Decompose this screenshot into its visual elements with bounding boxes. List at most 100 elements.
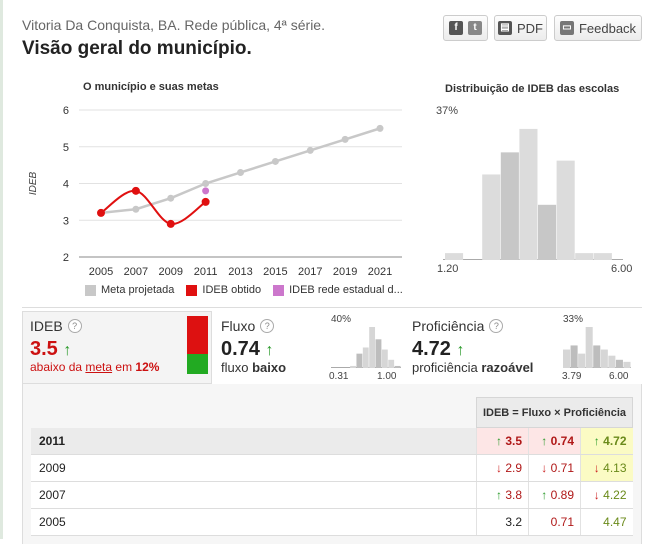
histogram-bar — [623, 361, 631, 368]
help-icon[interactable]: ? — [489, 319, 504, 333]
trend-arrow-icon: ↑ — [541, 488, 548, 502]
ideb-value: 3.5 ↑ — [30, 338, 71, 361]
data-point-ideb-obtido — [97, 208, 105, 217]
histogram-bar — [578, 353, 586, 368]
data-point-ideb-obtido — [131, 186, 140, 195]
fluxo-desc-bold: baixo — [252, 360, 287, 375]
histogram-bar — [394, 365, 401, 368]
proficiencia-desc-pre: proficiência — [412, 360, 482, 375]
status-bar-bottom — [187, 354, 208, 374]
legend-swatch-ideb — [186, 284, 198, 296]
proficiencia-hist-maxx-label: 6.00 — [609, 371, 629, 382]
trend-arrow-icon: ↑ — [593, 434, 600, 448]
x-tick-label: 2011 — [194, 266, 218, 278]
histogram-bar — [388, 359, 395, 368]
line-chart-legend: Meta projetada IDEB obtido IDEB rede est… — [85, 284, 403, 296]
fluxo-value: 0.71 — [550, 515, 574, 529]
table-header-spacer — [31, 398, 477, 428]
legend-label-ideb: IDEB obtido — [202, 284, 262, 296]
social-share-button[interactable]: f t — [443, 15, 488, 41]
proficiencia-value: 4.47 — [603, 515, 627, 529]
table-header-formula: IDEB = Fluxo × Proficiência — [476, 397, 633, 428]
section-divider — [22, 307, 642, 308]
ideb-value: 3.8 — [505, 488, 522, 502]
page-subtitle: Vitoria Da Conquista, BA. Rede pública, … — [22, 17, 325, 33]
proficiencia-histogram — [563, 327, 631, 368]
proficiencia-desc-bold: razoável — [481, 360, 534, 375]
ideb-value: 3.5 — [505, 434, 522, 448]
x-tick-label: 2007 — [124, 266, 148, 278]
fluxo-hist-min-label: 0.31 — [329, 371, 349, 382]
ideb-arrow-up-icon: ↑ — [63, 342, 72, 359]
fluxo-arrow-up-icon: ↑ — [265, 342, 274, 359]
pdf-button[interactable]: ▤ PDF — [494, 15, 547, 41]
histogram-bar — [362, 347, 369, 368]
trend-arrow-icon: ↓ — [593, 488, 600, 502]
histogram-bar — [608, 355, 616, 368]
histogram-bar — [556, 160, 575, 260]
table-cell-proficiencia: ↑ 4.72 — [580, 427, 633, 455]
distribution-max-x-label: 6.00 — [611, 263, 633, 275]
x-tick-label: 2015 — [263, 266, 287, 278]
distribution-max-label: 37% — [436, 105, 459, 117]
fluxo-label: Fluxo ? — [221, 318, 275, 334]
y-tick-label: 5 — [63, 142, 69, 154]
feedback-button-label: Feedback — [578, 20, 637, 36]
speech-bubble-icon: ▭ — [559, 21, 574, 35]
feedback-button[interactable]: ▭ Feedback — [554, 15, 642, 41]
data-point-ideb-obtido — [201, 197, 210, 206]
data-point-meta — [167, 194, 175, 202]
history-table: IDEB = Fluxo × Proficiência 2011 ↑ 3.5 ↑… — [31, 397, 633, 536]
fluxo-value: 0.74 — [550, 434, 574, 448]
table-cell-ideb: 3.2 — [476, 508, 529, 536]
histogram-bar — [570, 345, 578, 368]
data-point-ideb-obtido — [166, 219, 175, 228]
data-point-meta — [271, 157, 279, 165]
status-bar-top — [187, 316, 208, 335]
x-tick-label: 2009 — [159, 266, 183, 278]
fluxo-histogram — [331, 327, 401, 368]
histogram-bar — [356, 353, 363, 368]
distribution-min-x-label: 1.20 — [437, 263, 459, 275]
pdf-icon: ▤ — [498, 21, 512, 35]
fluxo-hist-maxx-label: 1.00 — [377, 371, 397, 382]
data-point-meta — [237, 168, 244, 176]
proficiencia-value: 4.72 ↑ — [412, 338, 465, 361]
proficiencia-label: Proficiência ? — [412, 318, 504, 334]
table-row[interactable]: 2009 ↓ 2.9 ↓ 0.71 ↓ 4.13 — [31, 454, 633, 482]
table-row[interactable]: 2007 ↑ 3.8 ↑ 0.89 ↓ 4.22 — [31, 481, 633, 509]
table-cell-year: 2011 — [31, 427, 477, 455]
proficiencia-label-text: Proficiência — [412, 318, 485, 334]
legend-item-ideb[interactable]: IDEB obtido — [186, 284, 261, 296]
legend-label-meta: Meta projetada — [101, 284, 175, 296]
trend-arrow-icon: ↓ — [541, 461, 548, 475]
histogram-bar — [482, 174, 501, 260]
legend-item-rede[interactable]: IDEB rede estadual d... — [273, 284, 403, 296]
histogram-bar — [563, 349, 571, 368]
proficiencia-value: 4.13 — [603, 461, 627, 475]
table-row[interactable]: 2005 3.2 0.71 4.47 — [31, 508, 633, 536]
ideb-label: IDEB ? — [30, 318, 82, 334]
meta-link[interactable]: meta — [85, 360, 113, 374]
table-cell-ideb: ↓ 2.9 — [476, 454, 529, 482]
table-cell-fluxo: ↓ 0.71 — [528, 454, 581, 482]
histogram-bar — [350, 365, 356, 368]
ideb-metric-panel — [22, 311, 212, 384]
twitter-icon: t — [468, 21, 482, 35]
histogram-bar — [375, 339, 382, 368]
data-point-rede-estadual — [202, 187, 210, 195]
y-tick-label: 4 — [63, 179, 69, 191]
x-tick-label: 2013 — [228, 266, 252, 278]
data-point-meta — [376, 124, 384, 132]
table-row[interactable]: 2011 ↑ 3.5 ↑ 0.74 ↑ 4.72 — [31, 427, 633, 455]
legend-item-meta[interactable]: Meta projetada — [85, 284, 174, 296]
fluxo-value-text: 0.74 — [221, 338, 260, 360]
fluxo-description: fluxo baixo — [221, 360, 286, 375]
distribution-chart-title: Distribuição de IDEB das escolas — [445, 83, 620, 95]
ideb-status-indicator — [187, 316, 208, 374]
help-icon[interactable]: ? — [260, 319, 275, 333]
pdf-button-label: PDF — [517, 20, 543, 36]
help-icon[interactable]: ? — [67, 319, 82, 333]
x-tick-label: 2021 — [368, 266, 392, 278]
histogram-bar — [519, 128, 538, 260]
